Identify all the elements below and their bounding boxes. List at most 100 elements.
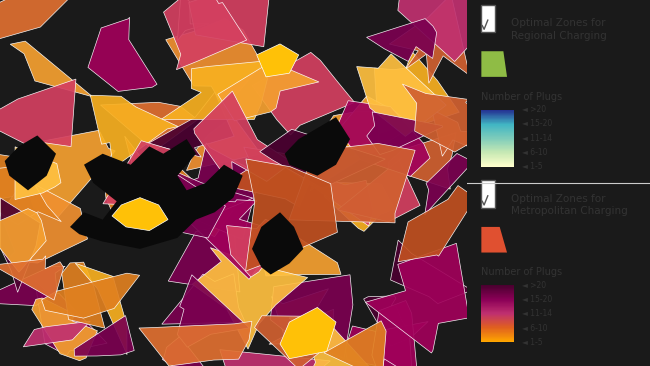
Polygon shape (482, 51, 507, 77)
Polygon shape (269, 289, 333, 344)
Text: ◄ 6-10: ◄ 6-10 (522, 324, 547, 333)
Text: ◄ 1-5: ◄ 1-5 (522, 338, 542, 347)
Polygon shape (103, 141, 189, 207)
Polygon shape (90, 95, 178, 165)
Polygon shape (32, 298, 98, 361)
Polygon shape (103, 157, 194, 214)
Text: ◄ 15-20: ◄ 15-20 (522, 119, 552, 128)
Text: ◄ >20: ◄ >20 (522, 105, 546, 114)
Polygon shape (139, 321, 252, 366)
Polygon shape (285, 117, 350, 176)
Polygon shape (166, 19, 263, 109)
Polygon shape (279, 163, 373, 226)
Polygon shape (177, 275, 249, 347)
Polygon shape (162, 274, 245, 324)
Polygon shape (161, 60, 272, 120)
Polygon shape (23, 321, 90, 347)
Polygon shape (257, 44, 299, 77)
Polygon shape (252, 212, 304, 274)
Polygon shape (391, 240, 472, 304)
Polygon shape (194, 91, 292, 182)
Polygon shape (5, 135, 56, 190)
Polygon shape (188, 0, 273, 47)
Polygon shape (1, 198, 40, 292)
Polygon shape (324, 321, 386, 366)
Polygon shape (222, 147, 333, 207)
Polygon shape (42, 273, 140, 318)
Polygon shape (255, 316, 325, 366)
Polygon shape (365, 243, 469, 353)
Text: ◄ 6-10: ◄ 6-10 (522, 148, 547, 157)
Polygon shape (482, 227, 507, 253)
Text: Number of Plugs: Number of Plugs (482, 92, 562, 101)
Polygon shape (372, 300, 418, 366)
Text: ◄ >20: ◄ >20 (522, 281, 546, 290)
Polygon shape (62, 262, 105, 328)
Text: Optimal Zones for
Metropolitan Charging: Optimal Zones for Metropolitan Charging (511, 194, 627, 216)
Polygon shape (227, 219, 278, 277)
Polygon shape (389, 0, 469, 83)
Polygon shape (260, 223, 341, 276)
Polygon shape (432, 110, 475, 156)
Text: ◄ 15-20: ◄ 15-20 (522, 295, 552, 304)
Polygon shape (164, 0, 247, 70)
Polygon shape (15, 147, 61, 199)
Polygon shape (125, 136, 216, 244)
Polygon shape (70, 139, 242, 249)
Polygon shape (336, 101, 430, 176)
Polygon shape (303, 96, 412, 191)
Polygon shape (24, 130, 115, 217)
Polygon shape (402, 84, 494, 152)
Polygon shape (209, 196, 242, 237)
Polygon shape (424, 153, 474, 215)
Polygon shape (112, 198, 168, 231)
FancyBboxPatch shape (481, 180, 495, 208)
Polygon shape (218, 62, 319, 121)
Polygon shape (0, 0, 72, 48)
Polygon shape (148, 92, 234, 157)
Polygon shape (153, 143, 259, 239)
Polygon shape (0, 266, 65, 306)
Polygon shape (88, 17, 157, 92)
Polygon shape (177, 0, 209, 41)
Polygon shape (220, 350, 330, 366)
Polygon shape (0, 162, 61, 225)
Polygon shape (345, 322, 428, 366)
Polygon shape (325, 111, 382, 162)
Text: ◄ 11-14: ◄ 11-14 (522, 309, 552, 318)
Polygon shape (363, 296, 412, 346)
Polygon shape (0, 256, 64, 300)
Polygon shape (398, 0, 513, 61)
Polygon shape (168, 225, 240, 292)
Polygon shape (337, 158, 420, 222)
Polygon shape (168, 169, 253, 224)
Polygon shape (270, 275, 353, 359)
Polygon shape (367, 112, 443, 154)
Polygon shape (75, 263, 127, 355)
Polygon shape (36, 280, 107, 355)
Polygon shape (165, 199, 283, 279)
Polygon shape (0, 209, 46, 272)
Polygon shape (0, 79, 76, 147)
Polygon shape (10, 41, 92, 97)
Polygon shape (252, 52, 354, 135)
Polygon shape (246, 159, 337, 271)
Polygon shape (260, 129, 385, 188)
Polygon shape (0, 179, 88, 263)
Text: ◄ 1-5: ◄ 1-5 (522, 162, 542, 171)
Text: Optimal Zones for
Regional Charging: Optimal Zones for Regional Charging (511, 18, 606, 41)
Polygon shape (0, 153, 42, 210)
Polygon shape (280, 307, 336, 359)
Polygon shape (289, 143, 415, 223)
Polygon shape (101, 102, 198, 151)
Polygon shape (357, 54, 446, 137)
Polygon shape (74, 315, 134, 356)
Text: Number of Plugs: Number of Plugs (482, 267, 562, 277)
Polygon shape (367, 19, 437, 61)
Polygon shape (289, 314, 374, 366)
Polygon shape (324, 182, 395, 231)
Polygon shape (187, 116, 261, 171)
Polygon shape (162, 336, 213, 366)
Polygon shape (115, 165, 226, 238)
Polygon shape (389, 132, 456, 189)
